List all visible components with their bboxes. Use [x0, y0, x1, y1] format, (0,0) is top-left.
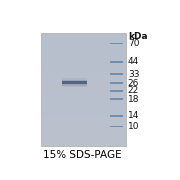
Text: 33: 33 [128, 70, 139, 79]
Bar [41, 144, 126, 146]
Bar [41, 33, 126, 35]
Bar [41, 99, 126, 101]
Bar [41, 109, 126, 110]
Bar [110, 126, 123, 127]
Bar [41, 82, 126, 84]
Bar [41, 91, 126, 93]
Bar [41, 101, 126, 103]
Bar [41, 74, 126, 76]
Text: 14: 14 [128, 111, 139, 120]
Bar [41, 118, 126, 120]
Bar [41, 67, 126, 69]
Bar [62, 78, 87, 81]
Bar [41, 93, 126, 95]
Bar [62, 81, 87, 84]
Bar [41, 105, 126, 107]
Bar [41, 103, 126, 105]
Bar [41, 133, 126, 135]
Bar [41, 46, 126, 48]
Bar [41, 86, 126, 88]
Bar [41, 37, 126, 38]
Bar [41, 52, 126, 53]
Bar [62, 83, 87, 86]
Bar [41, 57, 126, 59]
Bar [41, 139, 126, 141]
Bar [41, 80, 126, 82]
Bar [41, 122, 126, 124]
Bar [41, 89, 126, 91]
Bar [41, 112, 126, 114]
Bar [41, 59, 126, 61]
Text: kDa: kDa [128, 32, 147, 41]
Bar [110, 115, 123, 117]
Text: 18: 18 [128, 95, 139, 104]
Bar [41, 50, 126, 52]
Bar [41, 143, 126, 144]
Bar [41, 78, 126, 80]
Bar [41, 125, 126, 127]
Bar [41, 76, 126, 78]
Bar [41, 120, 126, 122]
Text: 26: 26 [128, 79, 139, 88]
Bar [41, 71, 126, 73]
Bar [41, 61, 126, 63]
Bar [41, 42, 126, 44]
Bar [41, 114, 126, 116]
Bar [110, 43, 123, 44]
Bar [41, 35, 126, 37]
Bar [41, 38, 126, 40]
Bar [41, 131, 126, 133]
Bar [41, 55, 126, 57]
Bar [41, 73, 126, 74]
Bar [62, 84, 87, 87]
Text: 22: 22 [128, 86, 139, 95]
Bar [110, 82, 123, 84]
Bar [41, 129, 126, 131]
Bar [41, 116, 126, 118]
Bar [110, 98, 123, 100]
Bar [41, 135, 126, 137]
Bar [41, 137, 126, 139]
Bar [41, 63, 126, 65]
Bar [41, 124, 126, 125]
Bar [41, 40, 126, 42]
Text: 15% SDS-PAGE: 15% SDS-PAGE [43, 150, 122, 160]
Bar [41, 97, 126, 99]
Bar [110, 73, 123, 75]
Bar [41, 65, 126, 67]
Text: 70: 70 [128, 39, 139, 48]
Text: 44: 44 [128, 57, 139, 66]
Bar [41, 69, 126, 71]
Bar [41, 141, 126, 143]
Bar [41, 107, 126, 109]
Bar [41, 53, 126, 55]
Bar [110, 61, 123, 63]
Bar [41, 110, 126, 112]
Bar [41, 95, 126, 97]
Bar [41, 44, 126, 46]
Bar [41, 33, 126, 146]
Bar [41, 88, 126, 89]
Bar [110, 90, 123, 92]
Bar [41, 48, 126, 50]
Bar [62, 80, 87, 82]
Text: 10: 10 [128, 122, 139, 131]
Bar [41, 84, 126, 86]
Bar [41, 127, 126, 129]
